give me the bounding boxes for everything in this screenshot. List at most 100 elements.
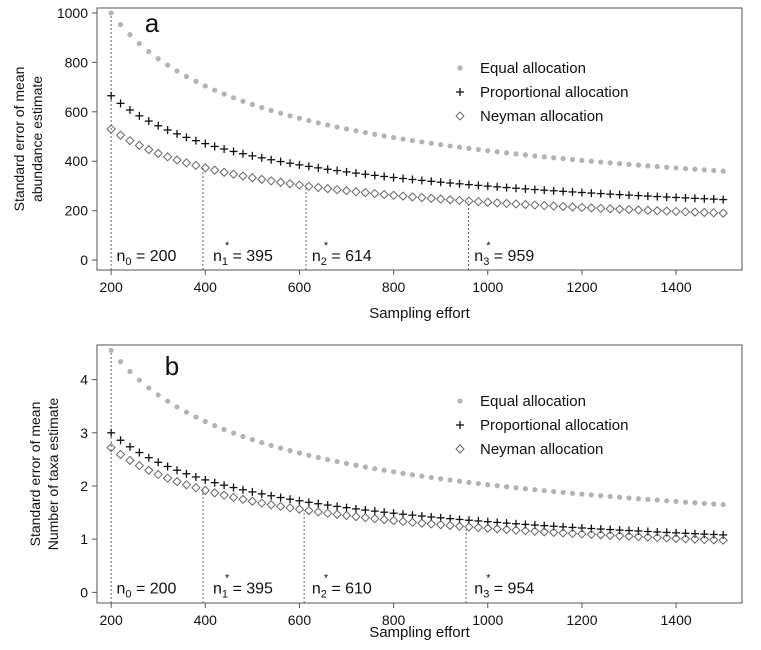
data-point-diamond [304,181,314,192]
data-point-plus [286,159,295,168]
data-point-plus [634,527,643,536]
data-point-diamond [332,509,342,520]
data-point-diamond [360,512,371,523]
data-point-dot [343,126,350,132]
data-point-dot [616,161,623,167]
data-point-plus [606,190,615,199]
data-point-plus [540,186,549,195]
data-point-diamond [558,528,568,538]
data-point-plus [719,530,728,539]
data-point-dot [202,418,208,425]
data-point-plus [173,129,182,138]
data-point-dot [682,166,689,172]
data-point-dot [325,122,331,128]
data-point-dot [466,145,472,151]
data-point-plus [342,167,351,176]
data-point-diamond [605,530,615,541]
data-point-diamond [671,206,681,217]
data-point-diamond [492,198,502,208]
data-point-diamond [520,526,531,536]
data-point-plus [248,487,257,496]
data-point-diamond [511,525,521,535]
series-plus [107,91,728,204]
data-point-dot [108,10,114,16]
data-point-dot [259,104,265,111]
reference-label-3: n3 = 959 [474,248,534,268]
data-point-dot [230,430,237,436]
data-point-diamond [661,206,672,216]
data-point-dot [315,120,321,126]
data-point-dot [720,168,726,174]
reference-label-star-1: * [225,240,230,252]
data-point-dot [551,155,557,161]
y-tick-label: 0 [80,584,88,600]
data-point-plus [653,527,662,536]
data-point-dot [626,495,632,501]
legend-marker-dot [457,65,463,71]
data-point-diamond [624,531,634,541]
data-point-diamond [144,465,154,475]
data-point-plus [173,466,182,475]
data-point-diamond [181,158,192,168]
data-point-diamond [567,528,578,539]
data-point-dot [673,165,679,171]
data-point-plus [267,491,276,500]
data-point-dot [127,368,133,375]
reference-label-star-3: * [486,240,491,252]
data-point-dot [221,91,227,97]
data-point-dot [391,469,397,475]
y-axis-title-line2: abundance estimate [29,76,45,202]
data-point-plus [182,133,191,142]
data-point-plus [163,125,172,134]
reference-label-2: n2 = 610 [312,580,372,600]
data-point-plus [653,192,662,201]
data-point-plus [154,121,163,130]
data-point-diamond [680,534,691,544]
legend-marker-diamond [455,444,465,454]
data-point-dot [635,496,642,502]
data-point-diamond [181,480,192,490]
data-point-plus [709,195,718,204]
reference-label-3: n3 = 954 [474,580,534,600]
data-point-diamond [153,469,163,480]
data-point-dot [569,490,576,496]
data-point-diamond [464,522,474,532]
data-point-dot [296,115,303,121]
data-point-dot [362,129,368,136]
series-dot [108,10,726,174]
data-point-dot [579,491,585,497]
data-point-diamond [266,176,276,186]
data-point-dot [325,456,331,463]
data-point-plus [238,485,247,494]
data-point-dot [475,146,481,153]
data-point-plus [116,436,125,445]
data-point-diamond [643,205,653,216]
data-point-plus [210,478,219,487]
data-point-diamond [445,195,455,205]
data-point-plus [295,496,304,505]
data-point-dot [541,488,547,494]
y-tick-label: 4 [80,372,88,388]
data-point-plus [690,529,699,538]
data-point-dot [306,117,312,124]
data-point-diamond [294,504,305,514]
data-point-diamond [370,188,380,199]
data-point-diamond [454,195,465,206]
data-point-diamond [530,526,540,537]
data-point-diamond [577,202,587,213]
data-point-diamond [633,205,644,215]
reference-label-2: n2 = 614 [312,248,372,268]
data-point-plus [220,481,229,490]
x-tick-label: 1200 [566,612,597,628]
data-point-dot [372,131,378,137]
legend-label-dot: Equal allocation [480,60,586,77]
data-point-plus [276,493,285,502]
data-point-diamond [322,183,333,194]
data-point-plus [116,99,125,108]
reference-label-star-2: * [324,572,329,584]
data-point-diamond [454,521,465,531]
data-point-dot [165,398,171,404]
data-point-dot [475,480,481,487]
data-point-dot [259,440,265,446]
data-point-plus [333,502,342,511]
